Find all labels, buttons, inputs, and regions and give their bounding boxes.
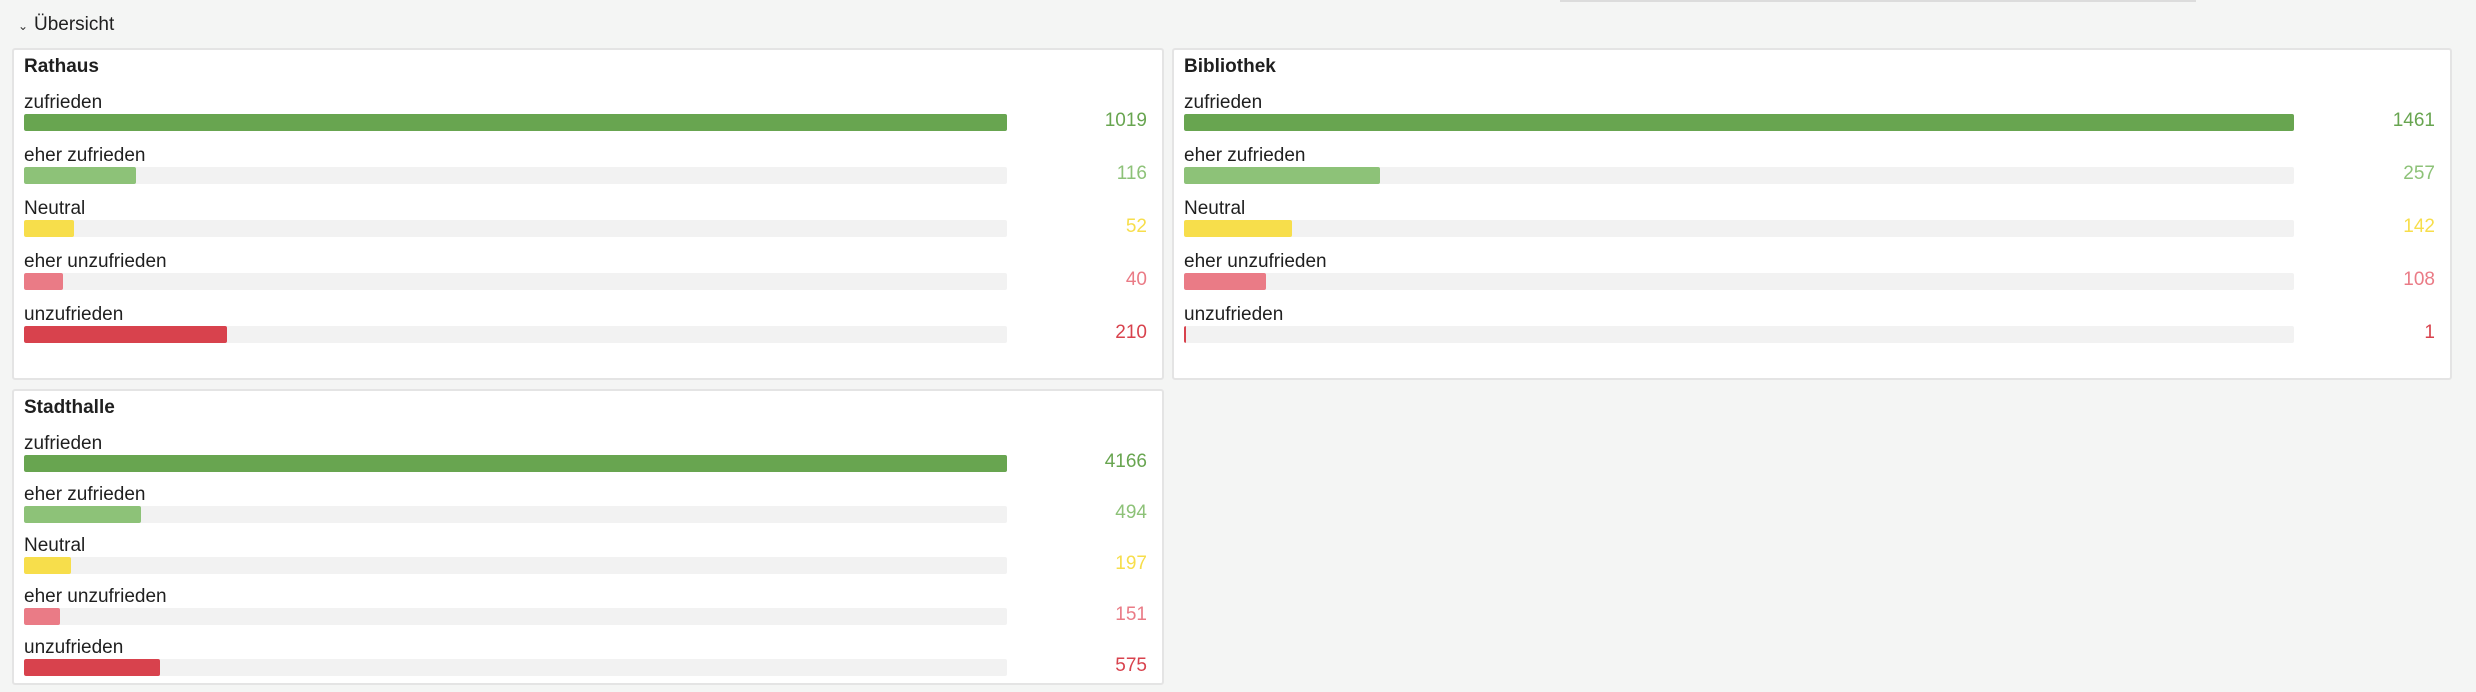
bar-label: eher unzufrieden bbox=[1184, 251, 1327, 272]
bar-fill bbox=[24, 659, 160, 676]
bar-label: unzufrieden bbox=[1184, 304, 1284, 325]
panel-title: Stadthalle bbox=[24, 397, 115, 418]
bar-fill bbox=[24, 273, 63, 290]
panel-title: Bibliothek bbox=[1184, 56, 1276, 77]
bar-label: eher unzufrieden bbox=[24, 586, 167, 607]
bar-count: 108 bbox=[2403, 269, 2435, 290]
bar-label: eher unzufrieden bbox=[24, 251, 167, 272]
bar-count: 1019 bbox=[1104, 110, 1147, 131]
bar-count: 257 bbox=[2403, 163, 2435, 184]
top-divider bbox=[1560, 0, 2196, 2]
bar-label: unzufrieden bbox=[24, 637, 124, 658]
bar-track bbox=[1184, 220, 2294, 237]
bar-fill bbox=[1184, 220, 1293, 237]
bar-label: Neutral bbox=[24, 535, 86, 556]
bar-track bbox=[24, 557, 1007, 574]
bar-count: 52 bbox=[1125, 216, 1147, 237]
bar-fill bbox=[1184, 326, 1186, 343]
bar-track bbox=[24, 659, 1007, 676]
panel-stadthalle: Stadthalle zufrieden 4166 eher zufrieden 49… bbox=[12, 389, 1164, 685]
bar-track bbox=[24, 167, 1007, 184]
bar-fill bbox=[24, 167, 137, 184]
bar-count: 151 bbox=[1115, 604, 1147, 625]
bar-count: 210 bbox=[1115, 322, 1147, 343]
bar-track bbox=[1184, 326, 2294, 343]
bar-track bbox=[24, 608, 1007, 625]
bar-track bbox=[24, 506, 1007, 523]
bar-fill bbox=[24, 455, 1007, 472]
bar-track bbox=[24, 114, 1007, 131]
bar-count: 40 bbox=[1125, 269, 1147, 290]
bar-label: eher zufrieden bbox=[1184, 145, 1306, 166]
bar-label: eher zufrieden bbox=[24, 484, 146, 505]
bar-count: 575 bbox=[1115, 655, 1147, 676]
bar-fill bbox=[24, 326, 227, 343]
bar-track bbox=[1184, 273, 2294, 290]
bar-fill bbox=[24, 608, 60, 625]
bar-fill bbox=[24, 506, 141, 523]
bar-label: zufrieden bbox=[1184, 92, 1263, 113]
bar-track bbox=[1184, 114, 2294, 131]
bar-label: Neutral bbox=[24, 198, 86, 219]
bar-track bbox=[24, 455, 1007, 472]
bar-count: 116 bbox=[1116, 163, 1147, 184]
bar-track bbox=[24, 220, 1007, 237]
chevron-down-icon: ⌄ bbox=[18, 19, 29, 33]
bar-label: eher zufrieden bbox=[24, 145, 146, 166]
bar-fill bbox=[1184, 167, 1380, 184]
bar-label: unzufrieden bbox=[24, 304, 124, 325]
panel-bibliothek: Bibliothek zufrieden 1461 eher zufrieden 25… bbox=[1172, 48, 2452, 380]
bar-label: zufrieden bbox=[24, 92, 103, 113]
bar-track bbox=[24, 273, 1007, 290]
section-toggle-uebersicht[interactable]: ⌄ Übersicht bbox=[18, 12, 114, 38]
panel-rathaus: Rathaus zufrieden 1019 eher zufrieden 116 Ne… bbox=[12, 48, 1164, 380]
bar-label: zufrieden bbox=[24, 433, 103, 454]
bar-count: 494 bbox=[1115, 502, 1147, 523]
bar-count: 197 bbox=[1115, 553, 1147, 574]
bar-fill bbox=[1184, 114, 2294, 131]
bar-fill bbox=[24, 557, 71, 574]
bar-label: Neutral bbox=[1184, 198, 1246, 219]
panel-title: Rathaus bbox=[24, 56, 99, 77]
bar-count: 1461 bbox=[2392, 110, 2435, 131]
bar-track bbox=[1184, 167, 2294, 184]
bar-count: 1 bbox=[2424, 322, 2435, 343]
section-title: Übersicht bbox=[34, 14, 115, 35]
bar-fill bbox=[1184, 273, 1267, 290]
bar-count: 142 bbox=[2403, 216, 2435, 237]
bar-track bbox=[24, 326, 1007, 343]
bar-fill bbox=[24, 114, 1007, 131]
bar-fill bbox=[24, 220, 75, 237]
bar-count: 4166 bbox=[1104, 451, 1147, 472]
